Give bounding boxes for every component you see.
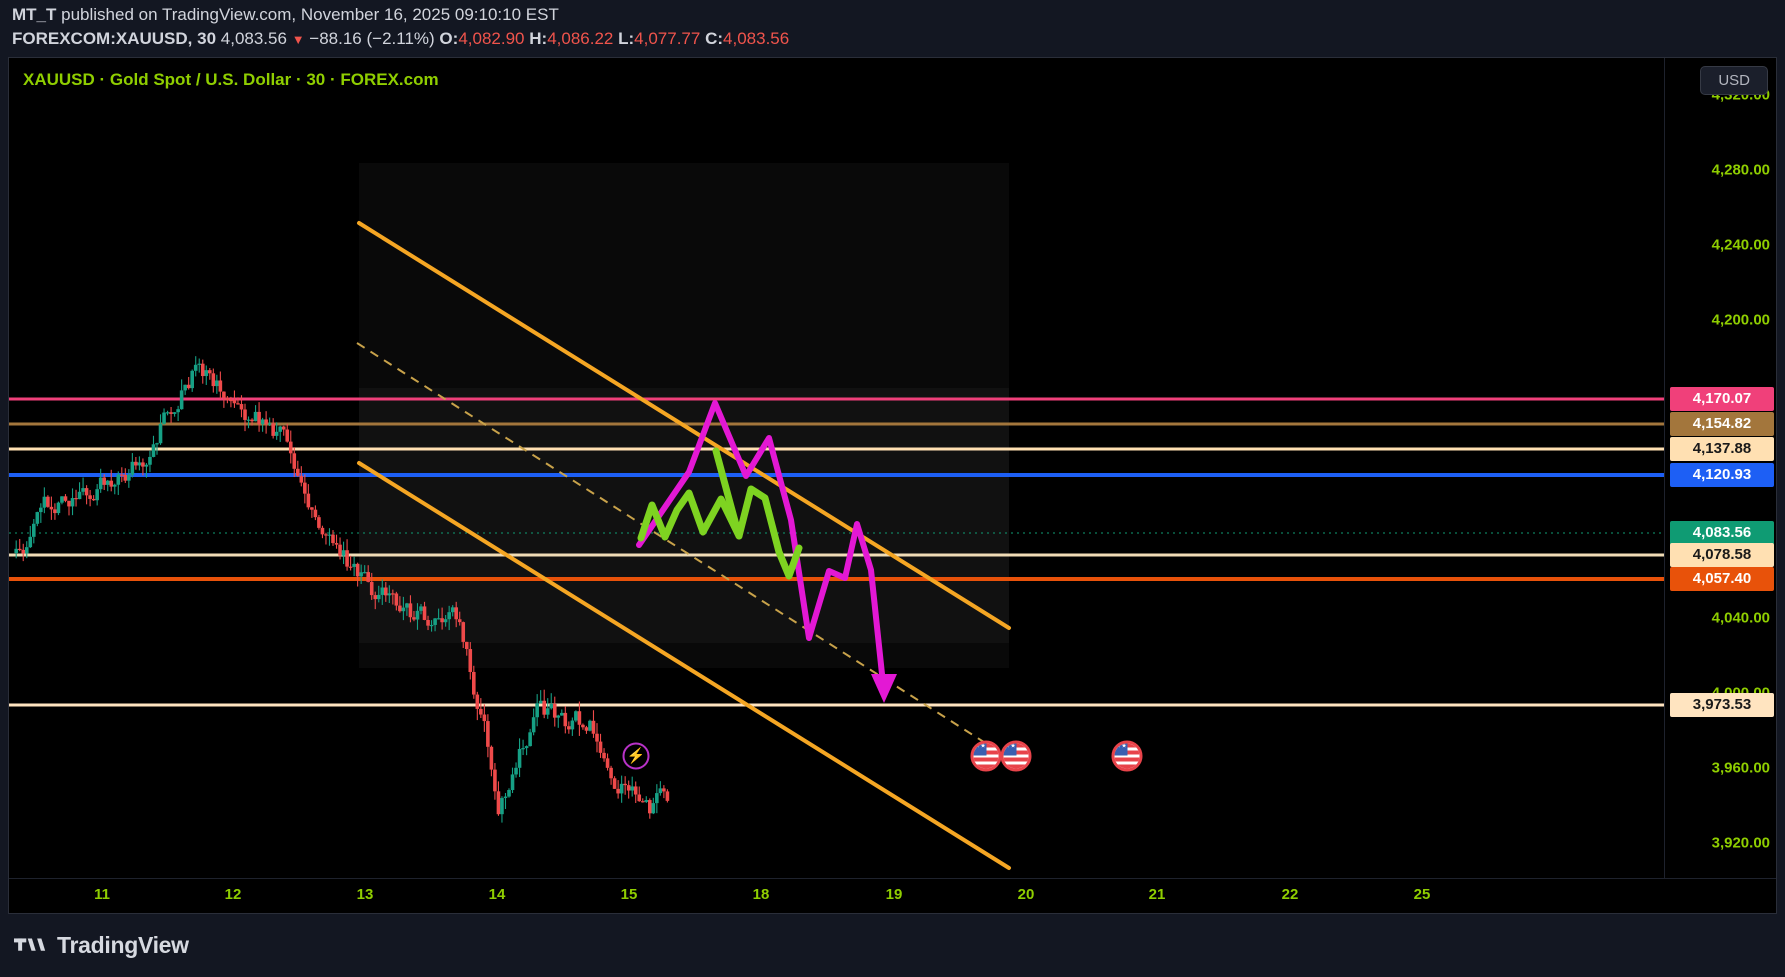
time-axis-tick: 25 <box>1413 886 1431 903</box>
us-economic-event-3[interactable]: ★★★★★★ <box>1111 740 1143 772</box>
open-value: 4,082.90 <box>458 29 525 48</box>
attribution-header: MT_T published on TradingView.com, Novem… <box>0 0 1785 56</box>
price-axis-tick: 3,960.00 <box>1711 759 1770 777</box>
candlestick-series <box>14 356 670 823</box>
time-axis-tick: 22 <box>1281 886 1299 903</box>
tradingview-logo: TradingView <box>14 932 189 959</box>
time-axis-tick: 18 <box>752 886 770 903</box>
us-flag-icon: ★★★★★★ <box>1000 740 1032 772</box>
quote-line: FOREXCOM:XAUUSD, 30 4,083.56 ▼ −88.16 (−… <box>12 28 1785 54</box>
us-economic-event-1[interactable]: ★★★★★★ <box>970 740 1002 772</box>
low-label: L: <box>618 29 635 48</box>
time-axis-tick: 21 <box>1148 886 1166 903</box>
chart-container[interactable]: XAUUSD · Gold Spot / U.S. Dollar · 30 · … <box>8 57 1777 914</box>
tradingview-mark-icon <box>14 937 46 951</box>
price-axis-tick: 4,200.00 <box>1711 311 1770 329</box>
high-value: 4,086.22 <box>547 29 614 48</box>
close-label: C: <box>705 29 724 48</box>
currency-button[interactable]: USD <box>1700 66 1768 95</box>
price-axis[interactable]: 4,320.00 4,280.00 4,240.00 4,200.00 4,040.00… <box>1664 58 1776 880</box>
us-flag-icon: ★★★★★★ <box>1111 740 1143 772</box>
price-axis-tick: 4,280.00 <box>1711 161 1770 179</box>
us-flag-icon: ★★★★★★ <box>970 740 1002 772</box>
time-axis-tick: 11 <box>94 886 110 903</box>
economic-event-bolt[interactable]: ⚡ <box>622 742 650 770</box>
forecast-path-green-b <box>712 447 803 580</box>
published-text: published on TradingView.com, November 1… <box>61 5 559 24</box>
change-value: −88.16 (−2.11%) <box>309 29 435 48</box>
price-level-label[interactable]: 4,083.56 <box>1670 521 1774 545</box>
price-level-label[interactable]: 4,170.07 <box>1670 387 1774 411</box>
price-axis-tick: 4,040.00 <box>1711 609 1770 627</box>
time-axis-tick: 20 <box>1017 886 1035 903</box>
price-axis-tick: 4,240.00 <box>1711 236 1770 254</box>
chart-drawings-layer <box>9 221 1666 870</box>
time-axis-tick: 13 <box>356 886 374 903</box>
price-level-label[interactable]: 4,057.40 <box>1670 567 1774 591</box>
change-arrow-icon: ▼ <box>291 32 305 47</box>
close-value: 4,083.56 <box>723 29 790 48</box>
channel-upper-trendline <box>357 221 1011 630</box>
lightning-icon: ⚡ <box>622 742 650 770</box>
last-price: 4,083.56 <box>220 29 287 48</box>
time-axis-tick: 19 <box>885 886 903 903</box>
symbol-label: FOREXCOM:XAUUSD, 30 <box>12 29 217 48</box>
us-economic-event-2[interactable]: ★★★★★★ <box>1000 740 1032 772</box>
price-axis-tick: 3,920.00 <box>1711 834 1770 852</box>
price-level-label[interactable]: 3,973.53 <box>1670 693 1774 717</box>
high-label: H: <box>529 29 548 48</box>
chart-title: XAUUSD · Gold Spot / U.S. Dollar · 30 · … <box>23 70 439 89</box>
chart-plot-area[interactable]: ⚡★★★★★★★★★★★★★★★★★★ <box>9 58 1666 880</box>
price-level-label[interactable]: 4,154.82 <box>1670 412 1774 436</box>
open-label: O: <box>439 29 459 48</box>
price-level-label[interactable]: 4,137.88 <box>1670 437 1774 461</box>
price-level-label[interactable]: 4,120.93 <box>1670 463 1774 487</box>
forecast-path-green-a <box>637 489 743 542</box>
channel-lower-trendline <box>357 461 1011 870</box>
tradingview-wordmark: TradingView <box>57 932 189 958</box>
footer: TradingView <box>0 914 1785 977</box>
time-axis-tick: 14 <box>488 886 506 903</box>
forecast-path-magenta <box>636 400 887 696</box>
author-name: MT_T <box>12 5 57 24</box>
dashed-projection-trendline <box>356 342 1010 759</box>
forecast-arrow-magenta <box>871 674 897 703</box>
time-axis-tick: 12 <box>224 886 242 903</box>
time-axis[interactable]: 11 12 13 14 15 18 19 20 21 22 25 <box>9 878 1776 913</box>
price-level-label[interactable]: 4,078.58 <box>1670 543 1774 567</box>
time-axis-tick: 15 <box>620 886 638 903</box>
low-value: 4,077.77 <box>634 29 701 48</box>
